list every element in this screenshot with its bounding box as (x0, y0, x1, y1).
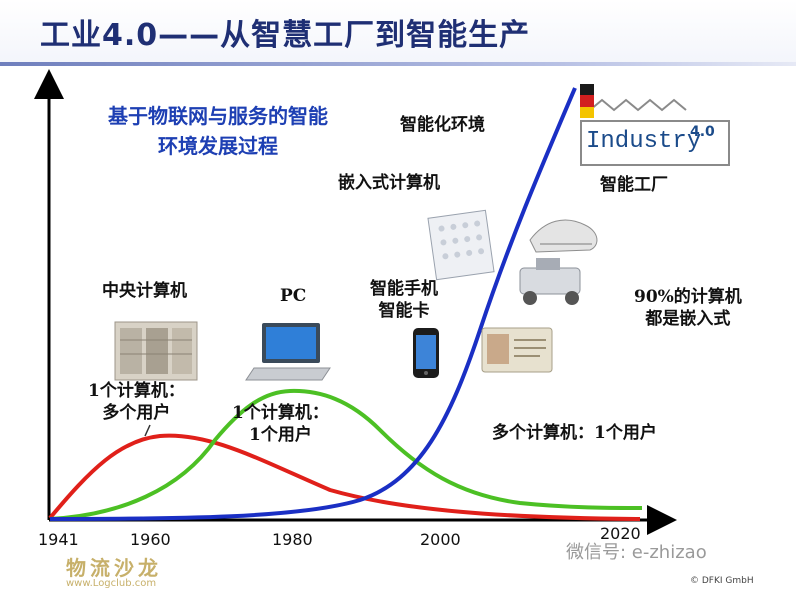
pill-pack-image (427, 209, 495, 281)
diagram-heading-line2: 环境发展过程 (158, 134, 278, 158)
label-central-computer: 中央计算机 (102, 281, 187, 301)
label-pc: PC (280, 286, 307, 306)
label-smartcard-line2: 智能卡 (378, 301, 430, 321)
pc-curve (49, 388, 643, 521)
logclub-url-watermark: www.Logclub.com (66, 578, 157, 589)
label-many-computers-one-user: 多个计算机：1个用户 (492, 423, 657, 443)
label-embedded-percent: 90%的计算机 都是嵌入式 (634, 286, 742, 330)
label-one-computer-one-user: 1个计算机： 1个用户 (232, 402, 329, 446)
mainframe-image (114, 321, 198, 381)
laptop-image (245, 323, 331, 381)
industry-factory-icon (580, 84, 687, 118)
diagram-heading-line1: 基于物联网与服务的智能 (108, 104, 328, 128)
industry-logo-text: Industry (586, 128, 702, 155)
central-pointer (144, 424, 151, 437)
title-divider (0, 62, 796, 66)
label-one-computer-many-users: 1个计算机： 多个用户 (88, 380, 185, 424)
diagram-heading: 基于物联网与服务的智能 环境发展过程 (68, 101, 368, 161)
label-percent-line1: 90%的计算机 (634, 287, 742, 307)
label-percent-line2: 都是嵌入式 (645, 309, 731, 329)
label-smart-environment: 智能化环境 (400, 115, 485, 135)
embedded-curve (49, 87, 577, 521)
copyright-notice: © DFKI GmbH (690, 576, 754, 586)
label-smartphone: 智能手机 智能卡 (370, 278, 438, 322)
label-smartphone-line1: 智能手机 (370, 279, 438, 299)
smartphone-image (413, 328, 439, 378)
industry-logo-frame (580, 120, 730, 166)
label-one-one-line2: 1个用户 (249, 425, 312, 445)
id-card-image (481, 327, 553, 373)
x-tick-1960: 1960 (130, 530, 171, 549)
label-one-many-line2: 多个用户 (102, 403, 171, 423)
x-tick-2020: 2020 (600, 524, 641, 543)
x-tick-2000: 2000 (420, 530, 461, 549)
label-one-one-line1: 1个计算机： (232, 403, 329, 423)
x-tick-1941: 1941 (38, 530, 79, 549)
shoe-image (529, 219, 598, 253)
robot-image (519, 258, 581, 305)
label-smart-factory: 智能工厂 (600, 175, 668, 195)
label-one-many-line1: 1个计算机： (88, 381, 185, 401)
label-embedded-computer: 嵌入式计算机 (338, 173, 440, 193)
wechat-watermark: 微信号: e-zhizao (566, 542, 707, 563)
central-computer-curve (48, 433, 641, 521)
page-title: 工业4.0——从智慧工厂到智能生产 (40, 18, 531, 53)
title-bar (0, 0, 796, 64)
industry-logo-version: 4.0 (690, 124, 715, 140)
logclub-watermark: 物流沙龙 (66, 556, 162, 580)
x-tick-1980: 1980 (272, 530, 313, 549)
